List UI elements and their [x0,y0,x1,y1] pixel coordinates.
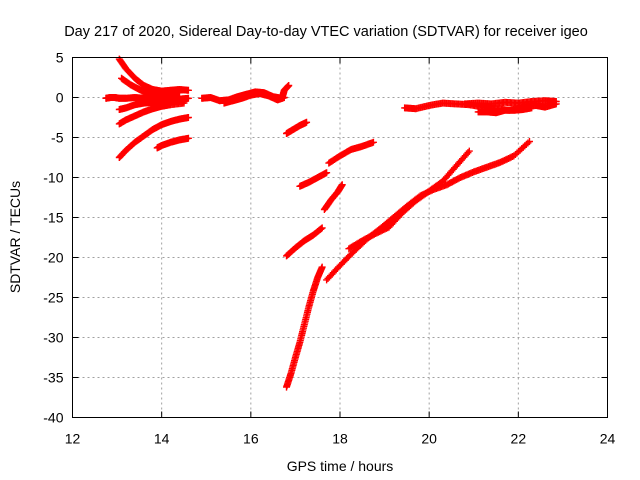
data-point [323,169,331,177]
y-axis-label: SDTVAR / TECUs [7,181,23,293]
series-arc-7 [153,134,192,152]
series-arc-15 [325,138,377,167]
y-tick-label: 0 [56,90,64,106]
y-tick-label: -10 [43,170,63,186]
data-point [184,86,192,94]
x-tick-label: 16 [243,431,259,447]
y-tick-label: -5 [51,130,64,146]
data-point [184,114,192,121]
data-point [524,139,532,147]
series-arc-9 [220,90,288,107]
x-tick-label: 18 [332,431,348,447]
series-arc-12 [283,224,326,260]
data-point [303,118,311,126]
series-arc-10 [283,118,311,137]
series-arc-19 [461,97,560,108]
data-point [184,94,192,102]
y-tick-label: -15 [43,210,63,226]
y-tick-labels: 5 0 -5 -10 -15 -20 -25 -30 -35 -40 [43,50,63,426]
data-point [280,94,288,101]
x-tick-labels: 12 14 16 18 20 22 24 [65,431,616,447]
data-point [285,82,293,89]
data-point [528,104,536,112]
y-tick-label: 5 [56,50,64,66]
series-arc-13 [296,169,331,190]
data-series [102,55,560,391]
y-tick-label: -30 [43,330,63,346]
y-tick-label: -25 [43,290,63,306]
data-point [465,147,473,155]
data-point [318,224,326,232]
data-point [338,181,346,189]
y-tick-label: -40 [43,410,63,426]
series-arc-17 [345,147,473,253]
y-tick-label: -35 [43,370,63,386]
x-tick-label: 20 [421,431,437,447]
data-point [369,138,377,146]
chart-title: Day 217 of 2020, Sidereal Day-to-day VTE… [64,24,588,40]
series-arc-16 [323,138,533,284]
grid [72,57,608,418]
series-arc-5 [115,99,188,128]
series-arc-3 [102,89,183,102]
x-tick-label: 24 [600,431,616,447]
data-point [464,149,472,157]
data-point [184,134,192,142]
data-point [180,99,188,107]
data-point [176,89,183,97]
data-point [318,263,326,271]
x-tick-label: 12 [65,431,81,447]
series-arc-11 [283,263,326,391]
series-arc-1 [115,55,192,95]
data-point [525,138,533,145]
plot-frame [72,57,608,418]
x-tick-label: 14 [154,431,170,447]
x-tick-label: 22 [511,431,527,447]
data-point [552,98,560,105]
series-arc-14 [320,181,346,213]
series-arc-4 [115,94,192,113]
y-tick-label: -20 [43,250,63,266]
series-arc-6 [115,114,192,161]
x-axis-label: GPS time / hours [287,458,394,474]
series-arc-20 [474,104,536,117]
data-point [317,225,325,233]
